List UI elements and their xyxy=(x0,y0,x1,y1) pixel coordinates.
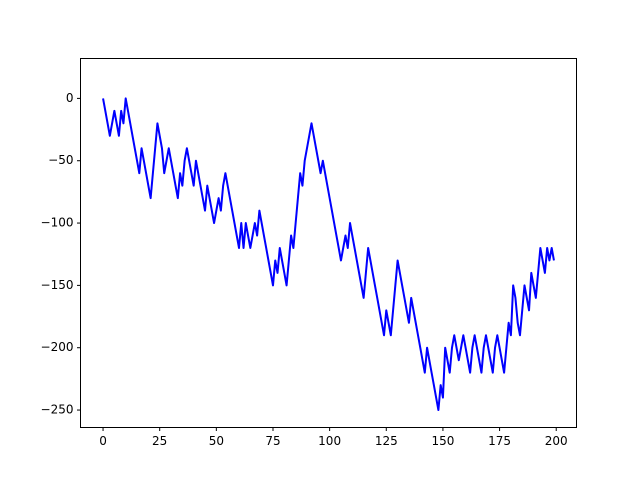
y-tick-label: −200 xyxy=(41,340,74,354)
y-tick-label: 0 xyxy=(66,91,74,105)
x-tick-label: 200 xyxy=(545,434,568,448)
y-tick-label: −50 xyxy=(48,153,73,167)
x-tick-label: 0 xyxy=(99,434,107,448)
x-tick-label: 150 xyxy=(431,434,454,448)
x-tick-label: 75 xyxy=(265,434,280,448)
plot-frame xyxy=(80,58,577,428)
x-tick-label: 125 xyxy=(375,434,398,448)
y-tick-label: −100 xyxy=(41,216,74,230)
y-tick-label: −150 xyxy=(41,278,74,292)
x-tick-label: 175 xyxy=(488,434,511,448)
x-tick-label: 50 xyxy=(209,434,224,448)
x-tick-label: 25 xyxy=(152,434,167,448)
x-tick-label: 100 xyxy=(318,434,341,448)
y-tick-label: −250 xyxy=(41,403,74,417)
line-series xyxy=(102,97,555,412)
